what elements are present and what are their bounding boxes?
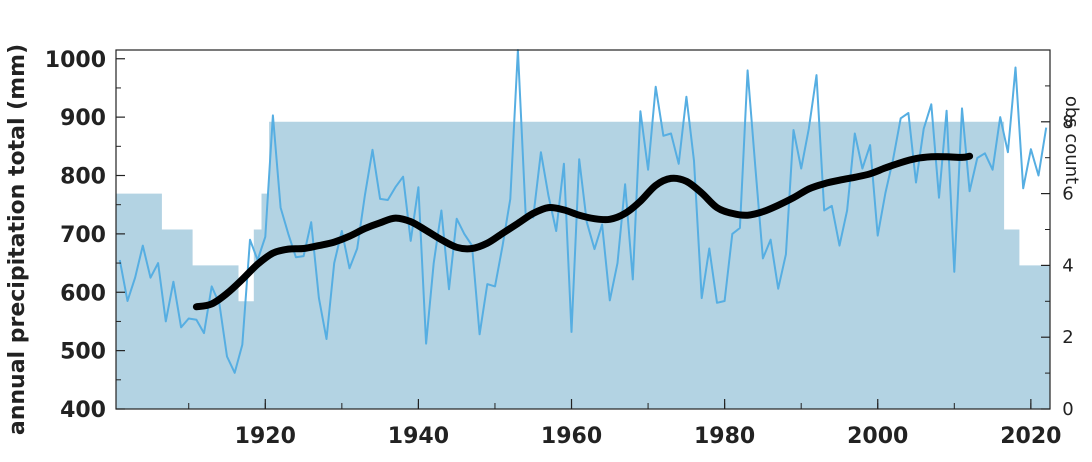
y-tick-label: 900	[60, 106, 106, 131]
smoothed-line-layer	[192, 152, 974, 311]
y-tick-label: 700	[60, 223, 106, 248]
obs-count-area-layer	[116, 121, 1050, 410]
y-tick-label: 400	[60, 398, 106, 423]
y-tick-label: 800	[60, 165, 106, 190]
y-axis-label: annual precipitation total (mm)	[5, 44, 30, 435]
y-tick-label: 500	[60, 340, 106, 365]
x-tick-label: 1980	[694, 424, 755, 449]
y2-axis-ticks: 0 2 4 6 8	[1041, 85, 1074, 420]
obs-count-area	[116, 121, 1050, 410]
y-tick-label: 1000	[45, 48, 106, 73]
y2-axis-label: obs count	[1061, 96, 1082, 184]
smoothed-trend-line	[192, 152, 974, 311]
x-tick-label: 1920	[235, 424, 296, 449]
x-tick-label: 2000	[847, 424, 908, 449]
y2-tick-label: 6	[1062, 184, 1073, 205]
x-tick-label: 2020	[1000, 424, 1061, 449]
x-tick-label: 1940	[388, 424, 449, 449]
y2-tick-label: 8	[1062, 112, 1073, 133]
y-tick-label: 600	[60, 281, 106, 306]
y2-tick-label: 4	[1062, 255, 1073, 276]
y-axis-ticks: 400 500 600 700 800 900 1000	[45, 48, 125, 423]
x-axis-ticks: 1920 1940 1960 1980 2000 2020	[188, 399, 1061, 449]
x-tick-label: 1960	[541, 424, 602, 449]
y2-tick-label: 2	[1062, 327, 1073, 348]
y2-tick-label: 0	[1062, 399, 1073, 420]
